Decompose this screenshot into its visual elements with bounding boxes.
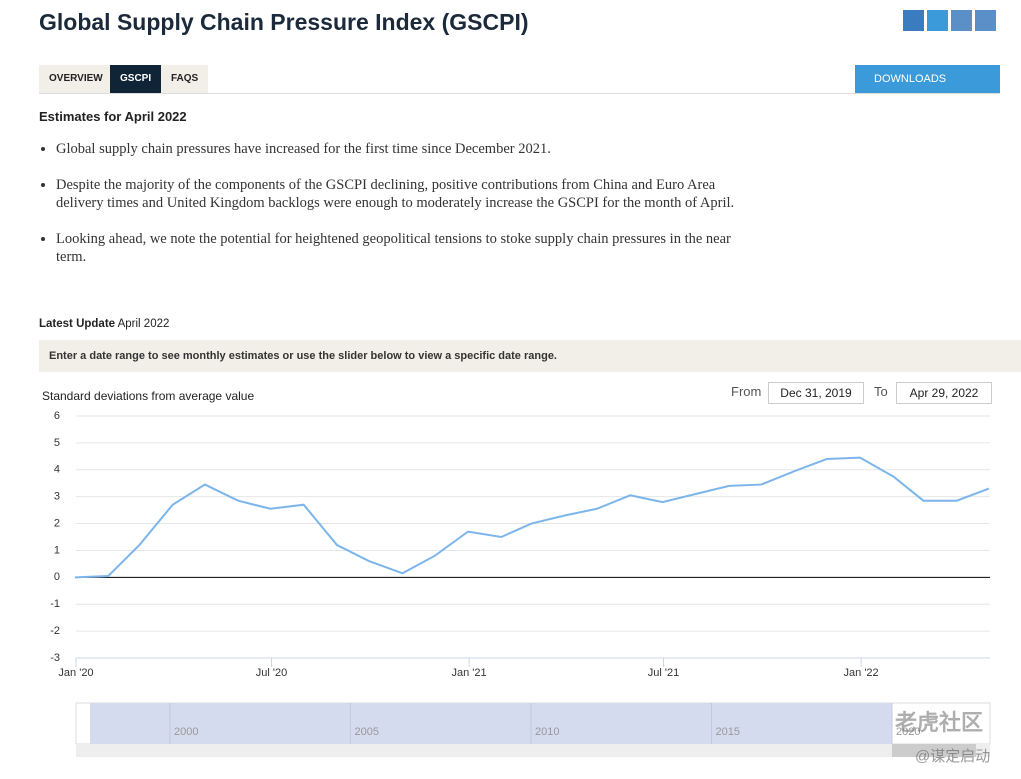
tab[interactable]: OVERVIEW: [39, 65, 113, 93]
navigator-year: 2020: [896, 726, 920, 738]
navigator-year: 2000: [174, 726, 198, 738]
y-axis-title: Standard deviations from average value: [42, 389, 254, 403]
email-icon[interactable]: [951, 10, 972, 31]
latest-update-value: April 2022: [117, 318, 170, 330]
navigator-year: 2015: [716, 726, 740, 738]
x-tick-label: Jul '20: [256, 667, 287, 679]
latest-update-label: Latest Update: [39, 318, 116, 330]
y-tick-label: 3: [54, 491, 60, 503]
tab-rule: [39, 93, 1000, 94]
y-tick-label: -3: [50, 652, 60, 664]
navigator-year: 2010: [535, 726, 559, 738]
from-label: From: [731, 384, 762, 399]
scrollbar[interactable]: [76, 744, 990, 757]
bullet-list: Global supply chain pressures have incre…: [17, 140, 746, 266]
watermark: @谋定启动: [915, 748, 991, 765]
y-tick-label: 4: [54, 464, 60, 476]
x-tick-label: Jan '22: [844, 667, 879, 679]
x-tick-label: Jan '20: [58, 667, 93, 679]
share-icons: [903, 10, 996, 36]
watermark: 老虎社区: [895, 710, 984, 735]
instruction: Enter a date range to see monthly estima…: [49, 350, 557, 362]
to-input[interactable]: Apr 29, 2022: [896, 382, 992, 404]
estimates-heading: Estimates for April 2022: [39, 109, 187, 124]
y-tick-label: 5: [54, 437, 60, 449]
bullet: Global supply chain pressures have incre…: [56, 140, 746, 158]
navigator-range: [90, 703, 892, 744]
y-tick-label: 6: [54, 410, 60, 422]
y-tick-label: 1: [54, 544, 60, 556]
bullet: Despite the majority of the components o…: [56, 176, 746, 212]
from-input[interactable]: Dec 31, 2019: [768, 382, 864, 404]
y-tick-label: 0: [54, 571, 60, 583]
y-tick-label: -1: [50, 598, 60, 610]
tab[interactable]: FAQS: [161, 65, 209, 93]
bullet: Looking ahead, we note the potential for…: [56, 230, 746, 266]
tab[interactable]: GSCPI: [110, 65, 162, 93]
latest-update: Latest Update April 2022: [39, 318, 169, 330]
y-tick-label: -2: [50, 625, 60, 637]
downloads-label: DOWNLOADS: [874, 73, 947, 85]
print-icon[interactable]: [975, 10, 996, 31]
y-tick-label: 2: [54, 517, 60, 529]
instruction-bar: Enter a date range to see monthly estima…: [39, 340, 1021, 372]
to-label: To: [874, 384, 888, 399]
facebook-icon[interactable]: [903, 10, 924, 31]
twitter-icon[interactable]: [927, 10, 948, 31]
series-line: [74, 456, 990, 579]
x-tick-label: Jul '21: [648, 667, 679, 679]
x-tick-label: Jan '21: [452, 667, 487, 679]
scrollbar-thumb[interactable]: [892, 744, 976, 757]
page-title: Global Supply Chain Pressure Index (GSCP…: [39, 9, 529, 35]
navigator-year: 2005: [355, 726, 379, 738]
downloads-button[interactable]: DOWNLOADS: [855, 65, 1000, 93]
